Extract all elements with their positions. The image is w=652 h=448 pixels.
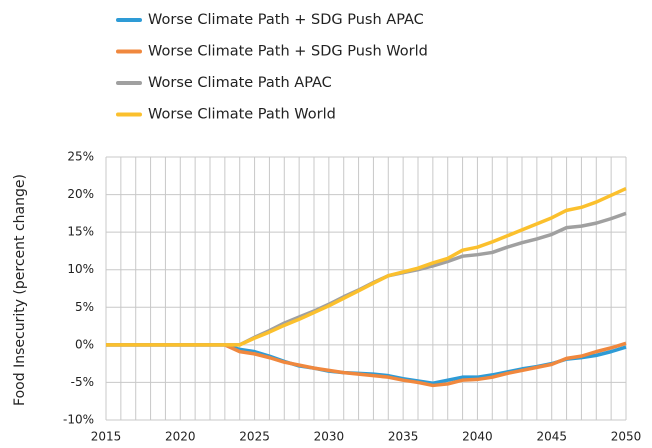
y-axis-label: Food Insecurity (percent change)	[12, 174, 28, 406]
y-tick-label: 25%	[67, 150, 94, 164]
x-tick-label: 2025	[239, 430, 270, 444]
legend-label: Worse Climate Path + SDG Push World	[148, 44, 428, 60]
y-tick-label: 0%	[75, 337, 94, 351]
series-line	[106, 211, 627, 347]
series-line	[106, 341, 627, 388]
x-tick-label: 2020	[165, 430, 196, 444]
legend-label: Worse Climate Path World	[148, 107, 336, 123]
y-tick-label: 15%	[67, 225, 94, 239]
x-tick-label: 2030	[314, 430, 345, 444]
x-tick-label: 2015	[91, 430, 122, 444]
x-tick-label: 2035	[388, 430, 419, 444]
series-line	[106, 186, 627, 347]
legend-label: Worse Climate Path APAC	[148, 75, 332, 91]
y-tick-label: 20%	[67, 187, 94, 201]
y-tick-label: -10%	[63, 413, 94, 427]
y-tick-label: 5%	[75, 300, 94, 314]
x-tick-label: 2045	[536, 430, 567, 444]
x-tick-label: 2050	[611, 430, 642, 444]
y-tick-label: 10%	[67, 262, 94, 276]
legend-label: Worse Climate Path + SDG Push APAC	[148, 12, 424, 28]
x-tick-label: 2040	[462, 430, 493, 444]
y-tick-label: -5%	[71, 375, 94, 389]
